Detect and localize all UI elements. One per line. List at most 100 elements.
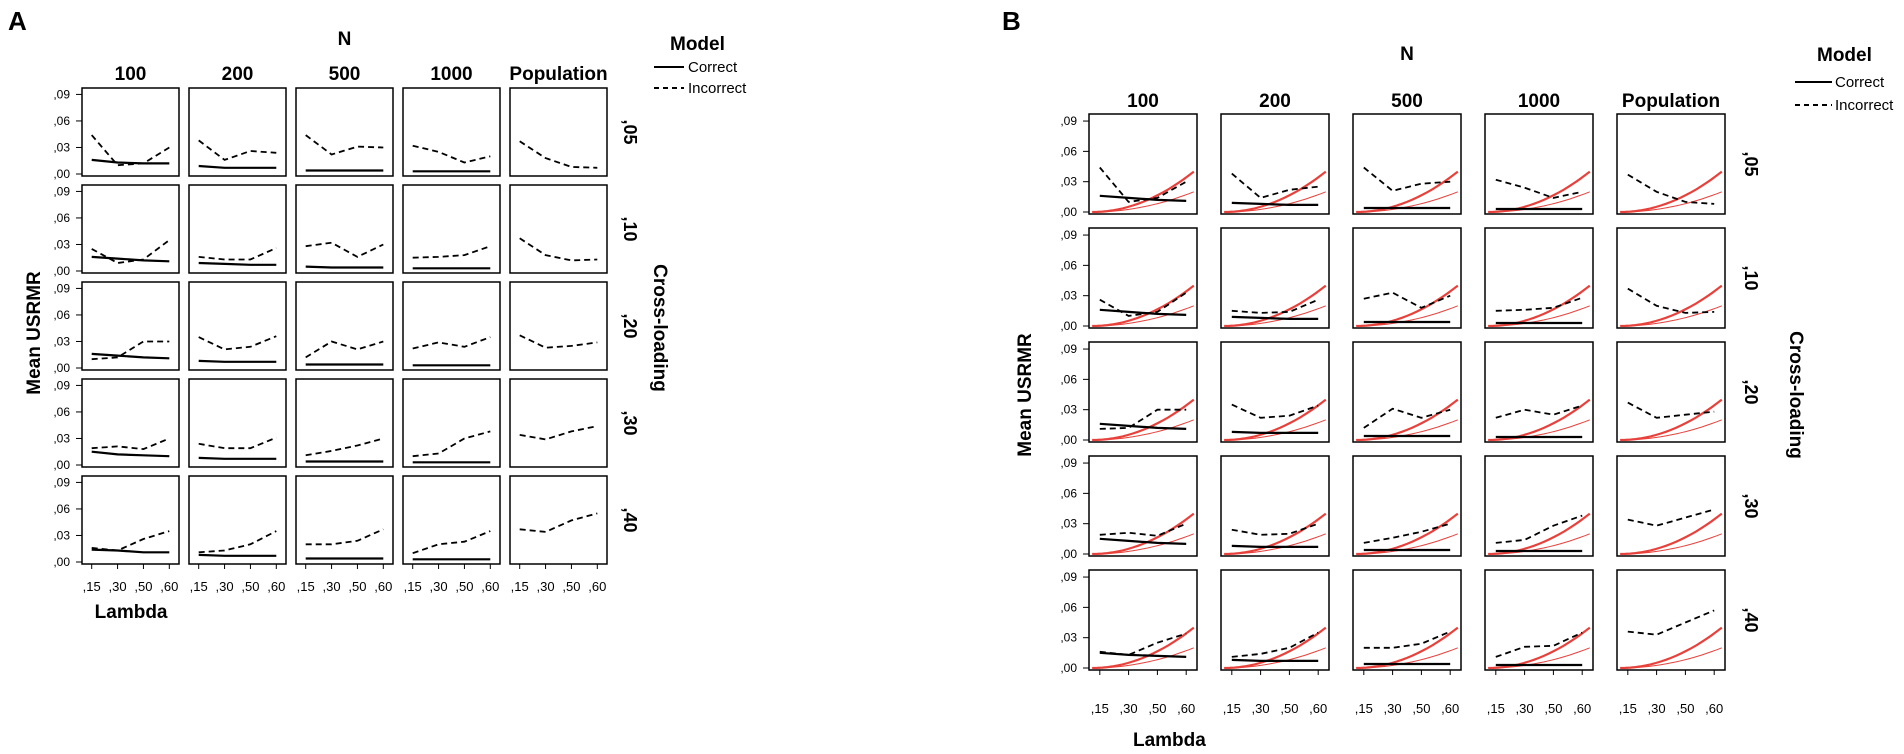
plot-cell — [509, 378, 608, 468]
x-tick-label: ,15 — [404, 579, 422, 594]
row-label: ,05 — [1741, 151, 1761, 176]
y-tick-label: ,03 — [1060, 631, 1077, 645]
plot-cell — [1220, 227, 1330, 329]
reference-curve-thin — [1224, 647, 1326, 669]
x-tick-label: ,30 — [537, 579, 555, 594]
cell-frame — [1352, 455, 1462, 557]
series-line-incorrect — [1231, 522, 1319, 536]
x-tick-label: ,50 — [1676, 701, 1694, 716]
x-tick-label: ,30 — [216, 579, 234, 594]
series-line-correct — [1099, 308, 1187, 316]
y-tick-label: ,00 — [1060, 661, 1077, 675]
x-tick-label: ,50 — [134, 579, 152, 594]
cell-frame — [509, 281, 608, 371]
x-axis-title: Lambda — [1133, 730, 1206, 751]
x-tick-label: ,60 — [1309, 701, 1327, 716]
cell-frame — [81, 378, 180, 468]
plot-cell — [81, 475, 180, 565]
x-tick-label: ,60 — [374, 579, 392, 594]
y-tick-label: ,00 — [53, 555, 70, 569]
x-tick-label: ,15 — [1223, 701, 1241, 716]
plot-cell — [1088, 455, 1198, 557]
y-tick-label: ,09 — [1060, 570, 1077, 584]
series-line-incorrect — [1627, 508, 1715, 527]
x-tick-label: ,60 — [1705, 701, 1723, 716]
y-tick-label: ,06 — [53, 308, 70, 322]
plot-cell — [1088, 569, 1198, 671]
x-tick-label: ,15 — [83, 579, 101, 594]
series-line-incorrect — [91, 437, 170, 451]
reference-curve-thick — [1620, 284, 1723, 328]
cell-frame — [1220, 113, 1330, 215]
plot-cell — [81, 184, 180, 274]
reference-curve-thick — [1356, 512, 1459, 556]
series-line-incorrect — [305, 528, 384, 546]
reference-curve-thin — [1224, 419, 1326, 441]
series-line-correct — [91, 255, 170, 263]
plot-cell — [1220, 341, 1330, 443]
series-line-incorrect — [412, 430, 491, 458]
series-line-incorrect — [1495, 631, 1583, 658]
column-header: 100 — [115, 64, 147, 85]
cell-frame — [1352, 227, 1462, 329]
y-tick-label: ,06 — [1060, 258, 1077, 272]
y-tick-label: ,03 — [53, 237, 70, 251]
column-header: 200 — [222, 64, 254, 85]
y-tick-label: ,00 — [1060, 319, 1077, 333]
series-line-incorrect — [305, 241, 384, 258]
reference-curve-thin — [1488, 191, 1590, 213]
x-tick-label: ,30 — [1384, 701, 1402, 716]
reference-curve-thin — [1092, 533, 1194, 555]
legend-entry-correct: Correct — [1835, 74, 1885, 91]
reference-curve-thin — [1092, 191, 1194, 213]
y-tick-label: ,03 — [53, 528, 70, 542]
x-tick-label: ,50 — [1148, 701, 1166, 716]
reference-curve-thin — [1488, 419, 1590, 441]
plot-cell — [1352, 569, 1462, 671]
plot-cell — [1484, 569, 1594, 671]
series-line-correct — [1231, 430, 1319, 434]
series-line-incorrect — [1363, 291, 1451, 309]
y-tick-label: ,00 — [53, 264, 70, 278]
row-label: ,40 — [1741, 607, 1761, 632]
reference-curve-thick — [1092, 626, 1195, 670]
y-tick-label: ,00 — [1060, 433, 1077, 447]
plot-cell — [1352, 227, 1462, 329]
reference-curve-thick — [1356, 170, 1459, 214]
reference-curve-thick — [1620, 512, 1723, 556]
legend-title: Model — [670, 34, 725, 55]
y-tick-label: ,03 — [1060, 289, 1077, 303]
series-line-incorrect — [1231, 631, 1319, 658]
x-tick-label: ,60 — [481, 579, 499, 594]
series-line-incorrect — [1363, 630, 1451, 649]
column-header: 500 — [329, 64, 361, 85]
y-tick-label: ,06 — [1060, 600, 1077, 614]
reference-curve-thin — [1620, 647, 1722, 669]
series-line-incorrect — [198, 530, 277, 554]
series-line-correct — [1231, 315, 1319, 320]
legend: Model Correct Incorrect — [654, 34, 747, 97]
row-label: ,20 — [620, 313, 640, 338]
cell-frame — [188, 87, 287, 177]
cell-frame — [509, 184, 608, 274]
y-tick-label: ,09 — [53, 184, 70, 198]
x-tick-label: ,60 — [1441, 701, 1459, 716]
cell-frame — [1352, 341, 1462, 443]
plot-cell — [188, 378, 287, 468]
reference-curve-thick — [1620, 170, 1723, 214]
y-tick-label: ,03 — [53, 431, 70, 445]
y-axis-title: Mean USRMR — [24, 271, 45, 395]
plot-cell — [1352, 113, 1462, 215]
y-tick-label: ,06 — [53, 502, 70, 516]
cell-frame — [295, 378, 394, 468]
plot-cell — [1616, 341, 1726, 443]
series-line-incorrect — [198, 247, 277, 261]
plot-cell — [1088, 113, 1198, 215]
x-tick-label: ,50 — [455, 579, 473, 594]
cell-frame — [295, 184, 394, 274]
reference-curve-thick — [1224, 284, 1327, 328]
x-tick-label: ,15 — [190, 579, 208, 594]
reference-curve-thick — [1488, 398, 1591, 442]
x-tick-label: ,30 — [1516, 701, 1534, 716]
series-line-incorrect — [1099, 522, 1187, 537]
